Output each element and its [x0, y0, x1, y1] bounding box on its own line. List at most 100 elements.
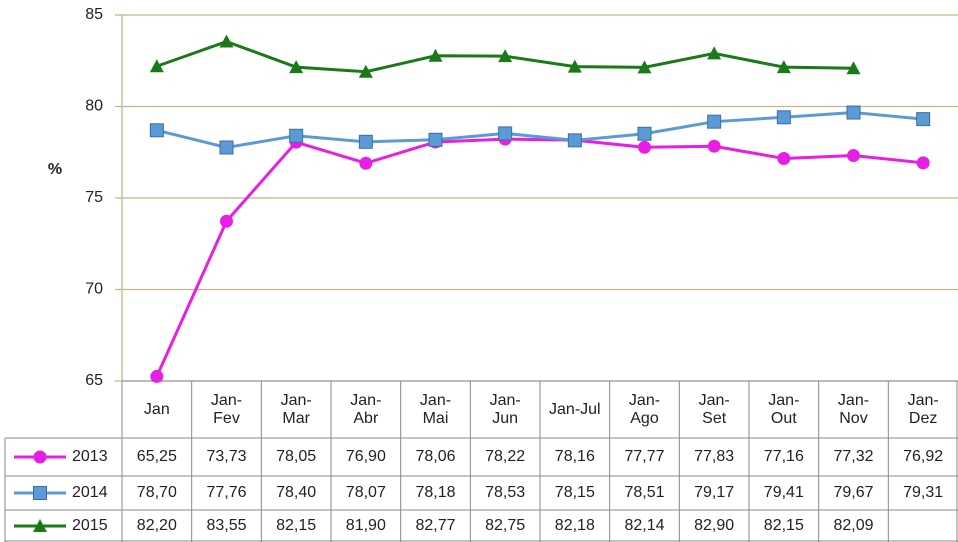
x-tick-label-text: Jan-Jul	[549, 400, 601, 418]
marker	[776, 60, 791, 74]
y-tick-label: 85	[85, 6, 103, 23]
x-tick-label-text: Jan-Abr	[350, 391, 382, 427]
table-value-text: 79,31	[903, 484, 944, 501]
table-value: 78,05	[261, 438, 331, 476]
marker	[428, 48, 443, 62]
table-value: 77,77	[610, 438, 680, 476]
legend-label: 2013	[72, 448, 108, 465]
table-value-text: 83,55	[206, 517, 247, 534]
table-value-text: 82,75	[485, 517, 526, 534]
table-value-text: 82,09	[833, 517, 874, 534]
table-value-text: 78,07	[345, 484, 386, 501]
table-value-text: 77,32	[833, 448, 874, 465]
marker	[847, 149, 860, 163]
table-value: 78,51	[610, 476, 680, 510]
table-value-text: 77,76	[206, 484, 247, 501]
marker	[498, 49, 513, 63]
table-value-text: 79,41	[763, 484, 804, 501]
marker	[150, 369, 164, 383]
marker	[637, 60, 652, 74]
table-value: 78,18	[401, 476, 471, 510]
x-tick-label: Jan-Out	[749, 381, 819, 438]
marker	[846, 105, 861, 120]
table-value-text: 78,06	[415, 448, 456, 465]
marker	[916, 156, 930, 170]
table-value: 78,70	[122, 476, 192, 510]
y-tick-label: 65	[85, 372, 103, 389]
table-value-text: 79,17	[694, 484, 735, 501]
marker	[149, 123, 164, 138]
table-value: 81,90	[331, 510, 401, 542]
table-value: 82,15	[261, 510, 331, 542]
table-value: 78,53	[470, 476, 540, 510]
y-tick-label: 75	[85, 189, 103, 206]
x-tick-label: Jan-Mar	[261, 381, 331, 438]
marker	[567, 133, 582, 148]
x-tick-label-text: Jan-Mai	[419, 391, 452, 427]
table-value: 82,90	[679, 510, 749, 542]
table-value-text: 76,90	[345, 448, 386, 465]
x-tick-label: Jan-Ago	[610, 381, 680, 438]
table-value: 78,16	[540, 438, 610, 476]
marker	[289, 60, 304, 74]
table-value-text: 77,77	[624, 448, 665, 465]
marker	[358, 64, 373, 78]
marker	[220, 214, 233, 228]
table-value: 83,55	[192, 510, 262, 542]
x-tick-label: Jan-Set	[679, 381, 749, 438]
table-value-text: 82,90	[694, 517, 735, 534]
marker	[777, 151, 791, 165]
x-tick-label: Jan-Nov	[819, 381, 889, 438]
table-value-text: 78,40	[276, 484, 317, 501]
table-value-text: 82,15	[276, 517, 317, 534]
table-value: 78,07	[331, 476, 401, 510]
table-value-text: 77,83	[694, 448, 735, 465]
table-value: 65,25	[122, 438, 192, 476]
table-value: 78,22	[470, 438, 540, 476]
table-value-text: 77,16	[763, 448, 804, 465]
marker	[707, 46, 722, 60]
x-tick-label: Jan-Abr	[331, 381, 401, 438]
y-tick-label: 70	[85, 281, 103, 298]
table-value-text: 81,90	[345, 517, 386, 534]
table-value-text: 82,14	[624, 517, 665, 534]
x-tick-label-text: Jan-Out	[768, 391, 800, 427]
table-value: 82,15	[749, 510, 819, 542]
table-value: 73,73	[192, 438, 262, 476]
marker	[707, 114, 722, 129]
marker	[359, 156, 373, 170]
marker	[358, 134, 373, 149]
table-value: 77,32	[819, 438, 889, 476]
table-value: 77,76	[192, 476, 262, 510]
marker	[638, 140, 651, 154]
table-value: 77,83	[679, 438, 749, 476]
table-value-text: 78,18	[415, 484, 456, 501]
table-value: 77,16	[749, 438, 819, 476]
marker	[498, 126, 513, 141]
marker	[289, 128, 304, 143]
marker	[219, 140, 234, 155]
y-axis-label: %	[48, 161, 62, 178]
marker	[916, 112, 931, 127]
table-value: 82,77	[401, 510, 471, 542]
marker	[149, 59, 164, 73]
table-value: 82,75	[470, 510, 540, 542]
table-value-text: 65,25	[136, 448, 177, 465]
x-tick-label: Jan-Jun	[470, 381, 540, 438]
x-tick-label-text: Jan	[143, 400, 170, 418]
marker	[567, 59, 582, 73]
x-tick-label: Jan-Dez	[888, 381, 958, 438]
legend-label: 2015	[72, 517, 108, 534]
series-line	[155, 137, 924, 378]
table-value: 78,40	[261, 476, 331, 510]
marker	[846, 61, 861, 75]
table-value-text: 79,67	[833, 484, 874, 501]
x-tick-label-text: Jan-Set	[698, 391, 730, 427]
marker	[33, 519, 47, 532]
table-value: 79,17	[679, 476, 749, 510]
table-value-text: 78,16	[554, 448, 595, 465]
table-value: 79,41	[749, 476, 819, 510]
x-tick-label: Jan-Mai	[401, 381, 471, 438]
table-value-text: 82,18	[554, 517, 595, 534]
